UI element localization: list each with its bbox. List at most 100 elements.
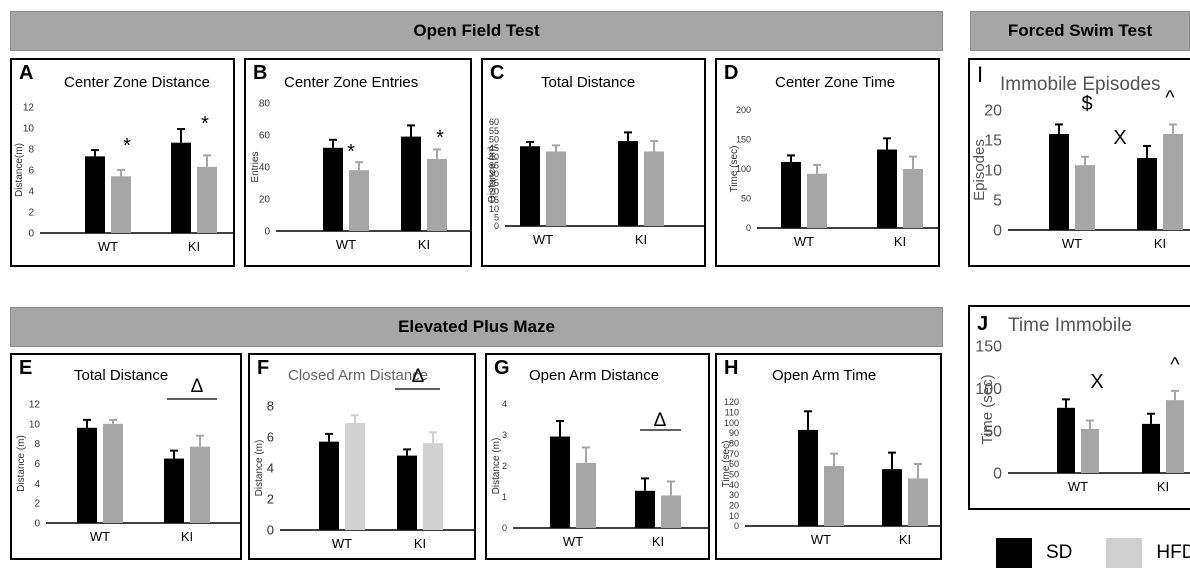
bar-chart: 0 2 4 6 8 Distance (m) WT KI Δ xyxy=(254,366,474,551)
bar xyxy=(103,423,123,523)
legend-swatch-sd xyxy=(996,538,1032,568)
panel-letter: D xyxy=(724,62,739,84)
y-tick-label: 0 xyxy=(264,227,270,238)
bar xyxy=(1142,423,1160,473)
x-tick-label: KI xyxy=(1154,236,1166,251)
panel-letter: G xyxy=(494,357,510,379)
open-field-header: Open Field Test xyxy=(10,11,943,51)
y-tick-label: 55 xyxy=(489,126,499,136)
significance-annotation: Δ xyxy=(191,376,204,397)
y-tick-label: 20 xyxy=(489,186,499,196)
bar xyxy=(635,490,655,528)
y-tick-label: 40 xyxy=(729,480,739,490)
bar xyxy=(427,159,447,231)
significance-annotation: * xyxy=(347,141,355,163)
panel-h: H Open Arm Time 0 10 20 30 40 50 60 70 80 90 100 11… xyxy=(715,353,942,560)
x-tick-label: WT xyxy=(336,237,356,252)
panel-letter: C xyxy=(490,62,505,84)
y-tick-label: 5 xyxy=(993,193,1002,210)
bar xyxy=(1075,165,1095,230)
x-tick-label: WT xyxy=(563,534,583,549)
x-tick-label: KI xyxy=(418,237,430,252)
x-tick-label: WT xyxy=(533,232,553,247)
y-tick-label: 10 xyxy=(984,163,1002,180)
y-tick-label: 60 xyxy=(489,117,499,127)
bar xyxy=(171,142,191,233)
panel-j: J Time Immobile 0 50 100 150 Time (sec) WT KI X… xyxy=(968,305,1190,510)
y-axis-label: Time (sec) xyxy=(979,374,996,444)
bar xyxy=(824,466,844,526)
bar xyxy=(1166,400,1184,473)
y-axis-label: Entries xyxy=(250,151,261,182)
bar xyxy=(781,161,801,228)
bar-chart: 0 2 4 6 8 10 12 Distance (m) WT KI Δ xyxy=(16,376,240,544)
bar xyxy=(546,151,566,226)
y-tick-label: 0 xyxy=(28,229,34,240)
panel-title: Total Distance xyxy=(74,367,169,384)
bar xyxy=(190,446,210,523)
panel-letter: H xyxy=(724,357,739,379)
panel-b: B Center Zone Entries 0 20 40 60 80 Entries WT… xyxy=(244,58,472,267)
bar xyxy=(345,423,365,530)
y-tick-label: 1 xyxy=(502,492,507,502)
y-axis-label: Distance (m) xyxy=(491,438,502,495)
y-tick-label: 12 xyxy=(23,103,35,114)
y-tick-label: 6 xyxy=(28,166,34,177)
y-tick-label: 150 xyxy=(736,135,751,145)
bar xyxy=(197,166,217,233)
y-tick-label: 0 xyxy=(746,223,751,233)
y-tick-label: 80 xyxy=(259,99,271,110)
y-tick-label: 100 xyxy=(975,381,1002,398)
bar xyxy=(807,173,827,228)
y-tick-label: 10 xyxy=(729,511,739,521)
bar xyxy=(903,169,923,228)
y-tick-label: 60 xyxy=(729,459,739,469)
y-tick-label: 70 xyxy=(729,449,739,459)
y-axis-label: Distance(m) xyxy=(14,143,25,197)
bar xyxy=(1081,428,1099,473)
panel-letter: J xyxy=(977,313,989,335)
y-tick-label: 4 xyxy=(34,479,40,490)
panel-c: C Total Distance 0 5 10 15 20 25 30 35 40 45 50 55 6… xyxy=(481,58,706,267)
panel-title: Total Distance xyxy=(541,74,636,91)
x-tick-label: KI xyxy=(894,234,906,249)
y-tick-label: 200 xyxy=(736,105,751,115)
panel-g: G Open Arm Distance 0 1 2 3 4 Distance (m) WT K… xyxy=(485,353,710,560)
panel-title: Center Zone Distance xyxy=(64,74,210,91)
bar xyxy=(877,149,897,228)
y-tick-label: 60 xyxy=(259,131,271,142)
x-tick-label: KI xyxy=(188,239,200,254)
y-tick-label: 100 xyxy=(736,164,751,174)
y-axis-label: Distance (m) xyxy=(254,440,265,497)
y-tick-label: 110 xyxy=(725,407,739,417)
y-tick-label: 2 xyxy=(28,208,34,219)
y-tick-label: 50 xyxy=(729,469,739,479)
panel-i: I Immobile Episodes 0 5 10 15 20 Episodes WT KI… xyxy=(968,58,1190,267)
y-tick-label: 12 xyxy=(29,400,41,411)
bar xyxy=(520,146,540,226)
y-tick-label: 25 xyxy=(489,178,499,188)
y-tick-label: 4 xyxy=(502,399,507,409)
y-tick-label: 8 xyxy=(34,439,40,450)
y-tick-label: 2 xyxy=(502,461,507,471)
x-tick-label: WT xyxy=(332,536,352,551)
x-tick-label: WT xyxy=(1068,479,1088,494)
legend-swatch-hfd xyxy=(1106,538,1143,568)
y-tick-label: 0 xyxy=(494,221,499,231)
y-tick-label: 8 xyxy=(28,145,34,156)
bar-chart: 0 2 4 6 8 10 12 Distance(m) WT KI * * xyxy=(14,103,233,254)
significance-annotation: * xyxy=(436,127,444,149)
panel-letter: A xyxy=(19,62,34,84)
panel-title: Center Zone Entries xyxy=(284,74,419,91)
y-tick-label: 0 xyxy=(34,519,40,530)
x-tick-label: WT xyxy=(1062,236,1082,251)
bar xyxy=(319,441,339,530)
y-tick-label: 50 xyxy=(489,134,499,144)
y-tick-label: 0 xyxy=(734,521,739,531)
bar-chart: 0 1 2 3 4 Distance (m) WT KI Δ xyxy=(491,399,708,549)
bar xyxy=(349,170,369,231)
bar xyxy=(401,136,421,231)
x-tick-label: KI xyxy=(899,532,911,547)
y-tick-label: 5 xyxy=(494,212,499,222)
y-tick-label: 40 xyxy=(489,152,499,162)
